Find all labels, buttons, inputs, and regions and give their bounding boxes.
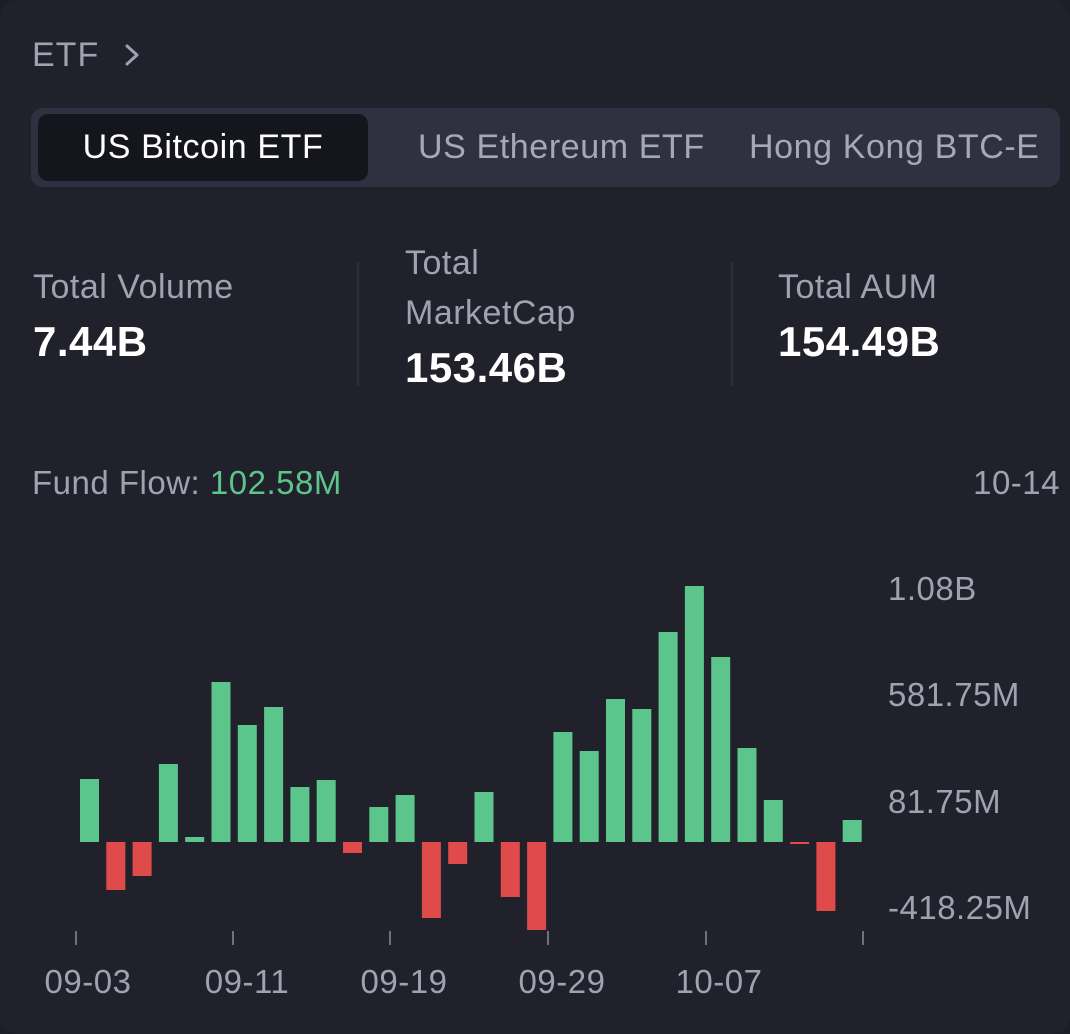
fund-flow-value: 102.58M [209,464,342,501]
fund-flow-chart[interactable]: 1.08B 581.75M 81.75M -418.25M 09-03 09-11 09-1… [0,540,1070,1034]
fund-flow-bar[interactable] [527,842,547,930]
fund-flow-bar[interactable] [316,780,336,842]
fund-flow-bar[interactable] [264,707,284,842]
fund-flow-date: 10-14 [973,464,1060,501]
x-tick-label: 09-19 [361,963,448,1000]
x-tick-label: 09-29 [519,963,606,1000]
stat-divider [357,262,359,386]
fund-flow-bar[interactable] [106,842,126,890]
fund-flow-bar[interactable] [763,800,783,842]
fund-flow-bar[interactable] [448,842,468,864]
fund-flow-bar[interactable] [237,725,257,842]
y-tick-label: 581.75M [888,676,1020,713]
stat-label: Total Volume [33,268,234,306]
fund-flow-bar[interactable] [474,792,494,842]
tab-us-ethereum-etf[interactable]: US Ethereum ETF [418,128,705,166]
chevron-right-icon [125,44,139,66]
stat-label: Total MarketCap [405,244,576,332]
x-tick-label: 09-03 [45,963,132,1000]
y-tick-label: 81.75M [888,783,1001,820]
fund-flow-bar[interactable] [185,837,205,842]
stat-label: Total AUM [778,268,938,306]
stats-row: Total Volume 7.44B Total MarketCap 153.4… [0,238,1070,398]
stat-value: 154.49B [778,318,941,365]
x-tick-label: 09-11 [205,963,289,1000]
stat-value: 153.46B [405,344,568,391]
etf-title: ETF [32,35,100,74]
fund-flow-row: Fund Flow: 102.58M 10-14 [32,464,1060,510]
stat-total-marketcap: Total MarketCap 153.46B [405,238,635,398]
stat-divider [731,262,733,386]
fund-flow-bar[interactable] [343,842,362,853]
fund-flow-bar[interactable] [369,807,389,842]
tab-hong-kong-btc-etf[interactable]: Hong Kong BTC-E [749,128,1040,166]
fund-flow-bar[interactable] [842,820,862,842]
fund-flow-bar[interactable] [211,682,231,842]
fund-flow-bar[interactable] [395,795,415,842]
fund-flow-bar[interactable] [737,748,757,842]
fund-flow-bar[interactable] [816,842,836,911]
fund-flow-bar[interactable] [684,586,704,842]
y-tick-label: -418.25M [888,889,1031,926]
fund-flow-bar[interactable] [790,842,810,844]
fund-flow-bar[interactable] [500,842,520,897]
stat-value: 7.44B [33,318,148,365]
stat-total-volume: Total Volume 7.44B [33,262,234,372]
fund-flow-bar[interactable] [632,709,652,842]
stat-total-aum: Total AUM 154.49B [778,262,940,372]
fund-flow-bar[interactable] [579,751,599,842]
fund-flow-bar[interactable] [711,657,731,842]
fund-flow-bar[interactable] [80,779,99,842]
etf-header-link[interactable]: ETF [32,30,143,80]
fund-flow-bar[interactable] [158,764,178,842]
x-tick-label: 10-07 [676,963,763,1000]
fund-flow-bar[interactable] [606,699,625,842]
fund-flow-label: Fund Flow: [32,464,201,501]
fund-flow-bar[interactable] [658,632,678,842]
fund-flow-bar[interactable] [290,787,310,842]
etf-tab-bar: US Bitcoin ETF US Ethereum ETF Hong Kong… [31,108,1060,187]
fund-flow-bar[interactable] [132,842,152,876]
fund-flow-bar[interactable] [421,842,441,918]
y-tick-label: 1.08B [888,570,977,607]
tab-us-bitcoin-etf[interactable]: US Bitcoin ETF [38,114,368,181]
fund-flow-bar[interactable] [553,732,573,842]
